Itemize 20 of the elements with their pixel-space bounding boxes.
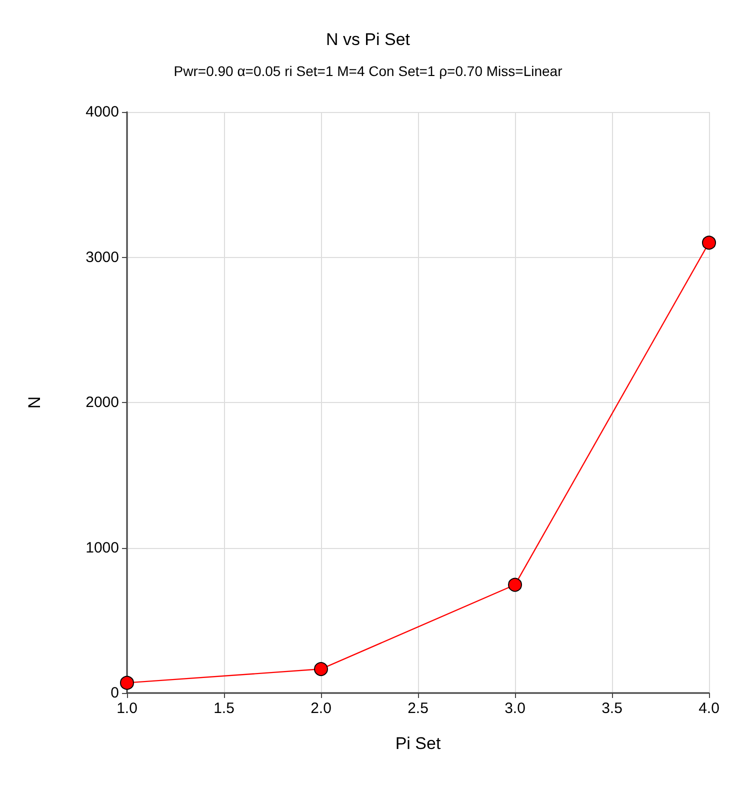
x-tick-label: 3.0 [504, 700, 526, 717]
y-tick-label: 1000 [86, 539, 119, 556]
x-tick-label: 1.0 [116, 700, 138, 717]
x-tick-label: 4.0 [698, 700, 720, 717]
y-tick-label: 2000 [86, 394, 119, 411]
x-tick-label: 1.5 [214, 700, 234, 717]
point [314, 662, 328, 676]
point [702, 236, 716, 250]
y-tick-label: 4000 [86, 104, 119, 120]
x-axis-title: Pi Set [395, 734, 441, 753]
y-tick-label: 3000 [86, 248, 119, 266]
point [120, 676, 134, 690]
chart-subtitle: Pwr=0.90 α=0.05 ri Set=1 M=4 Con Set=1 ρ=0.70 Miss=Linear [174, 63, 563, 79]
y-tick-label: 0 [110, 684, 119, 702]
chart-title: N vs Pi Set [326, 30, 410, 49]
x-tick-label: 2.5 [408, 700, 428, 717]
x-tick-label: 3.5 [602, 700, 622, 717]
x-tick-label: 2.0 [310, 700, 332, 717]
point [508, 578, 522, 592]
y-axis-title: N [25, 396, 44, 409]
